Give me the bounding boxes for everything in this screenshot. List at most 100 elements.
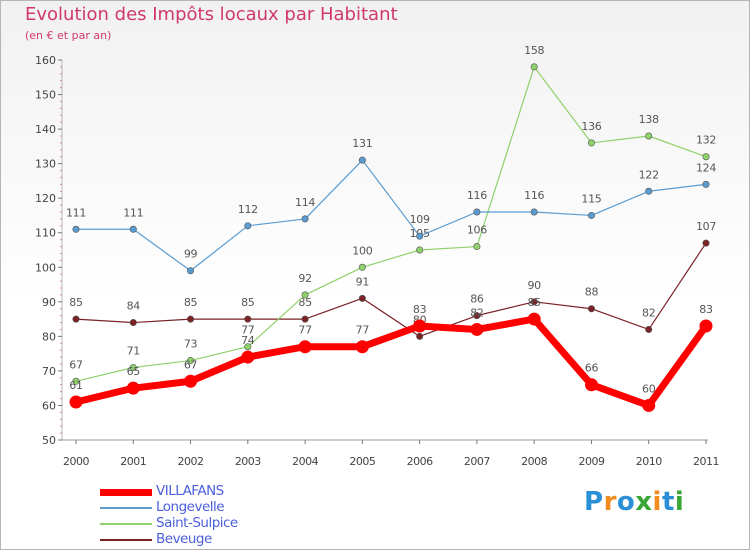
data-point (587, 211, 595, 219)
series-line (75, 242, 707, 337)
data-label: 67 (69, 358, 83, 371)
data-point (184, 374, 198, 388)
data-label: 77 (298, 324, 312, 337)
data-point (413, 319, 427, 333)
data-label: 77 (356, 324, 370, 337)
data-point (527, 312, 541, 326)
series-longevelle: 111 111 99 112 114 131 109 116 116 115 122 124 (66, 137, 717, 275)
data-label: 83 (699, 303, 713, 316)
data-point (187, 315, 195, 323)
data-point (473, 243, 481, 251)
data-label: 99 (184, 248, 198, 261)
data-point (416, 332, 424, 340)
data-point (587, 139, 595, 147)
x-tick-label: 2011 (693, 455, 719, 468)
y-tick-label: 50 (42, 434, 56, 447)
data-point (301, 215, 309, 223)
data-point (301, 291, 309, 299)
data-point (530, 63, 538, 71)
data-label: 73 (184, 338, 198, 351)
data-label: 122 (639, 168, 659, 181)
data-label: 82 (642, 306, 655, 319)
data-point (530, 298, 538, 306)
logo-letter: o (616, 487, 636, 517)
data-label: 74 (241, 334, 255, 347)
data-label: 115 (581, 192, 601, 205)
data-point (244, 343, 252, 351)
data-label: 107 (696, 220, 716, 233)
data-label: 106 (467, 224, 487, 237)
data-label: 85 (69, 296, 83, 309)
data-point (72, 315, 80, 323)
data-label: 100 (352, 244, 372, 257)
axes: 50 60 70 80 90 100 110 120 130 140 150 160 2000 2001 2… (35, 54, 720, 468)
data-point (129, 225, 137, 233)
proxiti-logo: Proxiti (584, 487, 684, 517)
data-point (126, 381, 140, 395)
data-point (642, 398, 656, 412)
data-point (358, 294, 366, 302)
logo-letter: r (603, 487, 617, 517)
data-label: 82 (470, 306, 483, 319)
y-tick-label: 110 (35, 227, 56, 240)
data-point (72, 225, 80, 233)
chart-title: Evolution des Impôts locaux par Habitant (25, 4, 398, 25)
data-point (416, 246, 424, 254)
data-label: 111 (123, 206, 143, 219)
y-tick-label: 120 (35, 192, 56, 205)
y-tick-label: 140 (35, 123, 56, 136)
data-label: 86 (470, 293, 484, 306)
logo-letter: t (661, 487, 675, 517)
logo-letter: x (635, 487, 653, 517)
x-tick-label: 2003 (235, 455, 261, 468)
y-tick-label: 100 (35, 261, 56, 274)
y-tick-label: 130 (35, 158, 56, 171)
data-label: 71 (127, 344, 140, 357)
data-label: 67 (184, 358, 198, 371)
y-tick-label: 160 (35, 54, 56, 67)
x-tick-label: 2007 (464, 455, 490, 468)
y-tick-label: 90 (42, 296, 56, 309)
data-label: 85 (184, 296, 198, 309)
data-point (470, 322, 484, 336)
data-label: 158 (524, 44, 544, 57)
legend-swatch (100, 507, 152, 509)
series-layer: 8584858585918086908882107677173779210010… (66, 44, 717, 412)
series-line (75, 315, 709, 409)
x-tick-label: 2004 (292, 455, 318, 468)
data-label: 131 (352, 137, 372, 150)
legend-label: Beveuge (156, 531, 212, 547)
data-label: 124 (696, 161, 716, 174)
data-label: 91 (356, 275, 369, 288)
data-point (358, 156, 366, 164)
data-label: 65 (127, 365, 141, 378)
data-point (699, 319, 713, 333)
data-point (244, 315, 252, 323)
data-label: 112 (238, 203, 258, 216)
data-point (301, 315, 309, 323)
data-label: 90 (527, 279, 541, 292)
data-label: 77 (241, 324, 255, 337)
data-point (645, 132, 653, 140)
data-label: 138 (639, 113, 659, 126)
data-label: 66 (585, 362, 599, 375)
legend-swatch (100, 523, 152, 525)
data-label: 136 (581, 120, 601, 133)
data-label: 109 (410, 213, 430, 226)
data-point (645, 187, 653, 195)
x-tick-label: 2005 (349, 455, 375, 468)
data-point (702, 153, 710, 161)
data-point (244, 222, 252, 230)
data-point (187, 267, 195, 275)
series-line (75, 66, 707, 382)
data-label: 88 (585, 286, 599, 299)
y-tick-label: 70 (42, 365, 56, 378)
data-point (584, 378, 598, 392)
data-point (473, 312, 481, 320)
data-label: 60 (642, 382, 656, 395)
data-point (129, 319, 137, 327)
data-label: 116 (467, 189, 487, 202)
